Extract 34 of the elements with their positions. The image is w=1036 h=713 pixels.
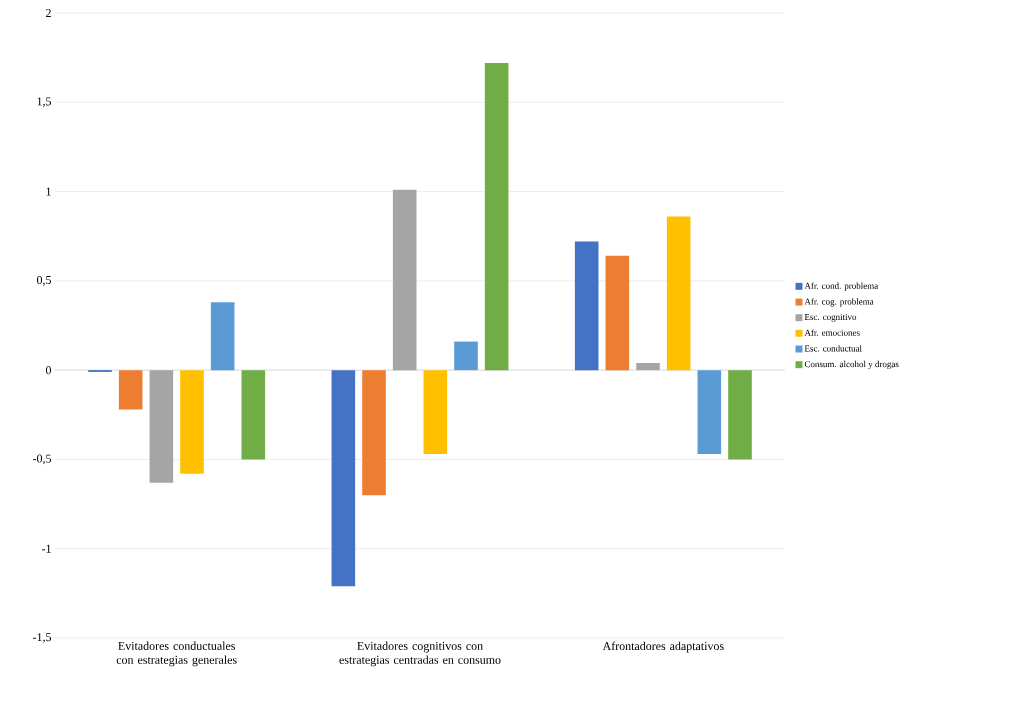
bar — [605, 255, 630, 371]
bar — [697, 370, 722, 455]
x-tick-label: Evitadores conductuales con estrategias generales — [116, 641, 237, 667]
y-tick-label: 0,5 — [36, 275, 52, 286]
bar — [392, 189, 417, 371]
legend-label: Esc. cognitivo — [804, 313, 857, 322]
bar — [728, 370, 752, 460]
legend-label: Afr. cond. problema — [804, 282, 879, 291]
bar — [423, 370, 448, 455]
y-tick-label: 2 — [46, 9, 51, 17]
y-tick-label: 0 — [45, 366, 52, 375]
legend-label: Esc. conductual — [804, 345, 862, 352]
y-tick-label: 1,5 — [37, 97, 52, 108]
bar — [484, 63, 509, 371]
x-tick-label: Afrontadores adaptativos — [602, 641, 724, 653]
legend-label: Afr. cog. problema — [804, 298, 874, 307]
bar — [454, 341, 478, 371]
legend-label: Consum. alcohol y drogas — [804, 360, 899, 370]
y-tick-label: -0,5 — [32, 454, 52, 465]
bar — [180, 370, 204, 474]
y-tick-label: -1,5 — [32, 633, 52, 643]
bar — [241, 370, 266, 460]
bar — [636, 363, 660, 371]
bar — [666, 216, 691, 371]
legend-label: Afr. emociones — [804, 329, 860, 336]
y-tick-label: 1 — [46, 187, 51, 196]
bar — [210, 302, 235, 371]
bar — [149, 370, 174, 483]
x-tick-label: Evitadores cognitivos con estrategias centradas en consumo — [339, 641, 501, 667]
bar — [331, 370, 356, 587]
bar — [574, 241, 599, 371]
bar — [118, 370, 143, 410]
y-tick-label: -1 — [41, 544, 51, 553]
bar — [362, 370, 386, 496]
